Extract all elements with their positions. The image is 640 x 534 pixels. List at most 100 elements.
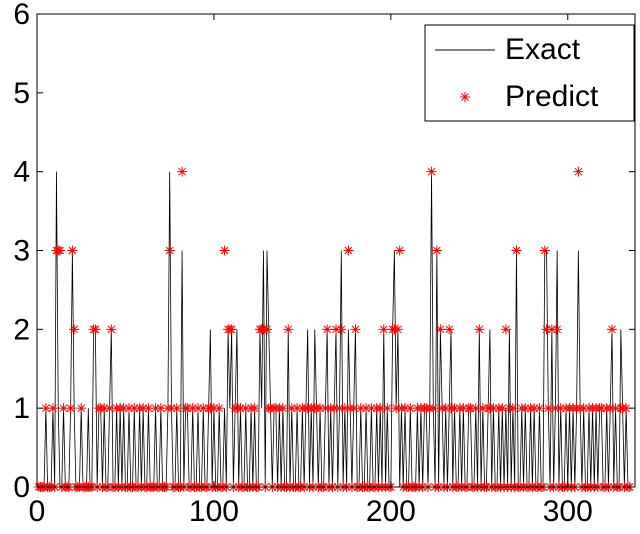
predict-marker xyxy=(187,403,198,414)
predict-marker xyxy=(355,403,366,414)
predict-marker xyxy=(58,403,69,414)
predict-marker xyxy=(543,403,554,414)
predict-marker xyxy=(529,403,540,414)
y-tick-label: 3 xyxy=(13,234,30,267)
predict-marker xyxy=(214,403,225,414)
predict-marker xyxy=(497,403,508,414)
predict-marker xyxy=(226,324,237,335)
predict-marker xyxy=(320,403,331,414)
predict-marker xyxy=(488,403,499,414)
predict-marker xyxy=(124,403,134,414)
predict-marker xyxy=(219,245,230,256)
predict-marker xyxy=(193,403,203,414)
predict-marker xyxy=(155,403,166,414)
predict-marker xyxy=(47,403,58,414)
predict-marker xyxy=(573,166,584,177)
predict-marker xyxy=(541,324,552,335)
predict-marker xyxy=(546,324,557,335)
predict-marker xyxy=(511,245,522,256)
predict-marker xyxy=(334,403,345,414)
predict-marker xyxy=(329,403,340,414)
predict-marker xyxy=(315,403,326,414)
predict-marker xyxy=(500,324,511,335)
predict-marker xyxy=(507,403,518,414)
predict-marker xyxy=(444,324,455,335)
predict-marker xyxy=(143,403,154,414)
predict-marker xyxy=(552,324,563,335)
predict-marker xyxy=(138,403,149,414)
predict-marker xyxy=(610,403,621,414)
predict-marker xyxy=(361,403,372,414)
predict-marker xyxy=(249,403,260,414)
y-tick-label: 0 xyxy=(13,471,30,504)
predict-marker xyxy=(164,245,175,256)
predict-marker xyxy=(235,403,246,414)
predict-marker xyxy=(129,403,140,414)
predict-marker xyxy=(392,324,403,335)
predict-marker xyxy=(106,324,117,335)
predict-marker xyxy=(348,403,359,414)
y-tick-label: 2 xyxy=(13,313,30,346)
predict-marker xyxy=(607,324,617,335)
predict-marker xyxy=(474,324,485,335)
predict-marker xyxy=(366,403,377,414)
predict-marker xyxy=(435,324,446,335)
y-tick-label: 5 xyxy=(13,77,30,110)
y-tick-label: 4 xyxy=(13,156,30,189)
predict-marker xyxy=(150,403,161,414)
predict-marker xyxy=(449,403,460,414)
predict-marker xyxy=(331,324,341,335)
predict-marker xyxy=(208,403,219,414)
predict-marker xyxy=(90,324,101,335)
x-tick-label: 300 xyxy=(543,495,593,528)
y-tick-label: 1 xyxy=(13,392,30,425)
predict-marker xyxy=(378,324,389,335)
y-tick-label: 6 xyxy=(13,0,30,31)
legend-box xyxy=(424,24,635,122)
predict-marker xyxy=(283,324,294,335)
legend-label: Predict xyxy=(505,80,599,113)
predict-marker xyxy=(286,403,297,414)
predict-marker xyxy=(382,403,393,414)
predict-marker xyxy=(550,403,561,414)
predict-marker xyxy=(336,324,347,335)
predict-marker xyxy=(428,403,439,414)
predict-marker xyxy=(534,403,545,414)
predict-marker xyxy=(458,403,469,414)
predict-marker xyxy=(400,403,410,414)
predict-marker xyxy=(391,403,402,414)
predict-marker xyxy=(76,403,87,414)
predict-marker xyxy=(539,245,550,256)
predict-marker xyxy=(520,403,531,414)
predict-marker xyxy=(405,403,416,414)
predict-marker xyxy=(431,245,442,256)
predict-marker xyxy=(182,403,193,414)
predict-marker xyxy=(104,403,115,414)
predict-marker xyxy=(350,324,361,335)
predict-marker xyxy=(99,403,110,414)
predict-marker xyxy=(166,403,177,414)
predict-marker xyxy=(277,403,288,414)
predict-marker xyxy=(69,324,80,335)
predict-marker xyxy=(55,245,65,256)
predict-marker xyxy=(426,166,437,177)
predict-marker xyxy=(440,403,451,414)
predict-marker xyxy=(171,403,182,414)
predict-marker xyxy=(65,403,76,414)
x-tick-label: 100 xyxy=(189,495,239,528)
predict-marker xyxy=(198,403,209,414)
predict-marker xyxy=(292,403,303,414)
predict-marker xyxy=(40,403,51,414)
predict-marker xyxy=(465,403,476,414)
predict-marker xyxy=(67,245,78,256)
predict-marker xyxy=(394,245,405,256)
predict-marker xyxy=(375,403,386,414)
predict-marker xyxy=(555,403,566,414)
legend-swatch xyxy=(460,92,470,102)
x-tick-label: 0 xyxy=(29,495,46,528)
legend-label: Exact xyxy=(505,33,581,66)
predict-marker xyxy=(322,324,333,335)
predict-marker xyxy=(240,403,251,414)
predict-marker xyxy=(177,166,188,177)
